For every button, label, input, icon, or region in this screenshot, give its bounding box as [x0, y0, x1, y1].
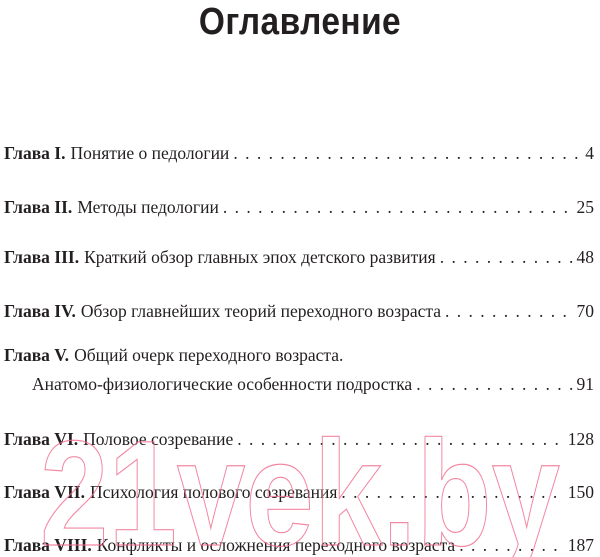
dot-leader [445, 301, 573, 321]
page-number: 25 [576, 197, 595, 217]
dot-leader [233, 143, 581, 163]
chapter-title: Общий очерк переходного возраста. [74, 345, 344, 365]
page-number: 187 [567, 535, 594, 555]
chapter-label: Глава I. [4, 143, 66, 163]
chapter-label: Глава IV. [4, 301, 76, 321]
toc-entry-7[interactable]: Глава VII. Психология полового созревания… [4, 482, 594, 502]
chapter-title: Психология полового созревания [89, 482, 338, 502]
dot-leader [237, 429, 563, 449]
chapter-title: Конфликты и осложнения переходного возра… [96, 535, 456, 555]
chapter-label: Глава II. [4, 197, 73, 217]
dot-leader [223, 197, 573, 217]
dot-leader [416, 374, 572, 394]
toc-entry-8[interactable]: Глава VIII. Конфликты и осложнения перехо… [4, 535, 594, 555]
page-number: 70 [576, 301, 595, 321]
page-number: 150 [567, 482, 594, 502]
page-title: Оглавление [198, 1, 402, 43]
toc-entry-3[interactable]: Глава III. Краткий обзор главных эпох дет… [4, 247, 594, 267]
toc-entry-1[interactable]: Глава I.Понятие о педологии 4 [4, 143, 594, 163]
toc-entry-2[interactable]: Глава II.Методы педологии 25 [4, 197, 594, 217]
toc-entry-5[interactable]: Глава V. Общий очерк переходного возраста… [4, 345, 594, 394]
page-number: 91 [576, 374, 595, 394]
page-number: 48 [576, 247, 595, 267]
dot-leader [440, 247, 573, 267]
chapter-label: Глава VII. [4, 482, 85, 502]
chapter-label: Глава III. [4, 247, 80, 267]
toc-entry-6[interactable]: Глава VI.Половое созревание 128 [4, 429, 594, 449]
chapter-title: Обзор главнейших теорий переходного возр… [80, 301, 441, 321]
chapter-title: Методы педологии [77, 197, 219, 217]
dot-leader [341, 482, 563, 502]
chapter-label: Глава V. [4, 345, 70, 365]
chapter-title: Понятие о педологии [70, 143, 230, 163]
chapter-label: Глава VI. [4, 429, 79, 449]
page-number: 4 [585, 143, 594, 163]
dot-leader [459, 535, 564, 555]
chapter-title: Краткий обзор главных эпох детского разв… [84, 247, 436, 267]
chapter-title-continued: Анатомо-физиологические особенности подр… [32, 374, 413, 394]
chapter-label: Глава VIII. [4, 535, 92, 555]
toc-entry-4[interactable]: Глава IV. Обзор главнейших теорий переход… [4, 301, 594, 321]
chapter-title: Половое созревание [83, 429, 234, 449]
page-number: 128 [567, 429, 594, 449]
